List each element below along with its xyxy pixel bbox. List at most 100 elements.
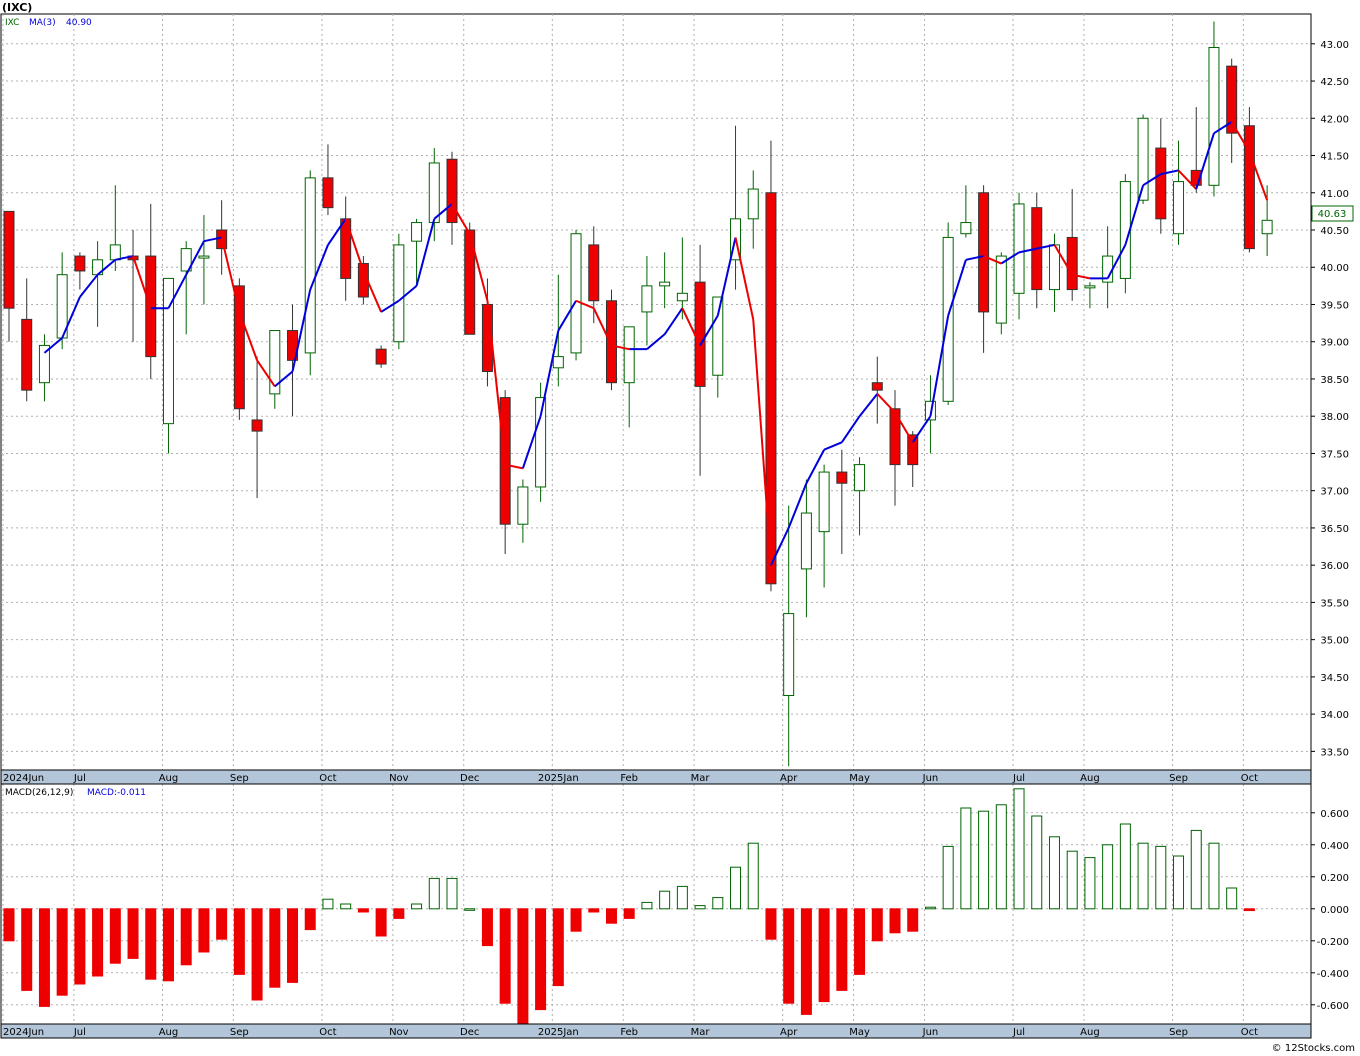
macd-tick-label: -0.600 bbox=[1317, 1001, 1349, 1012]
macd-bar bbox=[818, 908, 830, 1003]
price-tick-label: 41.50 bbox=[1320, 152, 1349, 163]
ma-segment bbox=[256, 359, 276, 387]
macd-bar bbox=[1066, 850, 1078, 910]
macd-bar bbox=[517, 908, 529, 1027]
candle-body bbox=[1084, 285, 1096, 289]
candle-body bbox=[712, 296, 724, 376]
ma-segment bbox=[699, 315, 719, 346]
macd-bar bbox=[1137, 842, 1149, 910]
price-tick-label: 37.50 bbox=[1320, 449, 1349, 460]
macd-x-tick-label: Mar bbox=[691, 1027, 711, 1038]
macd-bar bbox=[1013, 788, 1025, 910]
macd-bar bbox=[21, 908, 33, 991]
candle-body bbox=[304, 177, 316, 354]
macd-bar bbox=[464, 908, 476, 911]
ma-segment bbox=[486, 300, 507, 465]
candle-body bbox=[1173, 181, 1185, 235]
macd-x-tick-label: May bbox=[849, 1027, 870, 1038]
ma-segment bbox=[115, 255, 134, 261]
candle-body bbox=[907, 434, 919, 466]
macd-bar bbox=[1048, 836, 1060, 910]
price-tick-label: 36.00 bbox=[1320, 561, 1349, 572]
macd-bar bbox=[889, 908, 901, 934]
candle-body bbox=[588, 244, 600, 302]
ma-segment bbox=[947, 259, 967, 316]
ma-segment bbox=[521, 415, 542, 469]
candle-body bbox=[605, 300, 617, 384]
macd-tick-label: 0.600 bbox=[1320, 809, 1349, 820]
macd-bar bbox=[251, 908, 263, 1001]
price-tick-label: 38.00 bbox=[1320, 412, 1349, 423]
candle-body bbox=[411, 222, 423, 242]
macd-bar bbox=[978, 810, 990, 910]
ma-segment bbox=[770, 527, 790, 566]
candle-body bbox=[995, 255, 1007, 324]
price-tick-label: 35.00 bbox=[1320, 636, 1349, 647]
macd-bar bbox=[730, 866, 742, 910]
macd-bar bbox=[1173, 855, 1185, 910]
macd-bar bbox=[269, 908, 281, 988]
macd-x-tick-label: Feb bbox=[620, 1027, 638, 1038]
macd-x-tick-label: Apr bbox=[780, 1027, 798, 1038]
price-tick-label: 37.00 bbox=[1320, 487, 1349, 498]
ma-segment bbox=[983, 255, 1002, 265]
price-tick-label: 40.50 bbox=[1320, 226, 1349, 237]
macd-legend-value: MACD:-0.011 bbox=[87, 788, 146, 798]
ma-segment bbox=[79, 274, 99, 298]
candle-body bbox=[1155, 147, 1167, 220]
candle-body bbox=[233, 285, 245, 410]
macd-tick-label: 0.000 bbox=[1320, 905, 1349, 916]
price-x-tick-label: Aug bbox=[1080, 773, 1100, 784]
macd-bar bbox=[56, 908, 68, 996]
candle-body bbox=[1066, 236, 1078, 291]
ma-segment bbox=[132, 255, 152, 309]
macd-bar bbox=[375, 908, 387, 937]
candle-body bbox=[552, 356, 564, 369]
candle-body bbox=[21, 318, 33, 391]
price-tick-label: 36.50 bbox=[1320, 524, 1349, 535]
price-x-tick-label: Feb bbox=[620, 773, 638, 784]
price-legend-ma-label: MA(3) bbox=[29, 18, 56, 28]
price-x-tick-label: Jul bbox=[73, 773, 86, 784]
macd-bar bbox=[393, 908, 405, 919]
macd-bar bbox=[942, 845, 954, 910]
candle-body bbox=[1190, 169, 1202, 186]
macd-bar bbox=[712, 897, 724, 910]
macd-x-tick-label: 2024Jun bbox=[3, 1027, 44, 1038]
candle-body bbox=[747, 188, 759, 220]
macd-bar bbox=[1208, 842, 1220, 910]
ma-segment bbox=[43, 337, 63, 354]
candle-body bbox=[198, 255, 210, 259]
candle-body bbox=[535, 397, 547, 488]
macd-bar bbox=[854, 908, 866, 975]
ma-segment bbox=[398, 285, 418, 302]
ma-segment bbox=[415, 218, 436, 287]
macd-x-tick-label: Nov bbox=[389, 1027, 409, 1038]
macd-bar bbox=[1243, 908, 1255, 912]
macd-bar bbox=[322, 898, 334, 910]
macd-bar bbox=[1190, 829, 1202, 910]
macd-bar bbox=[871, 908, 883, 942]
price-x-tick-label: Jul bbox=[1012, 773, 1025, 784]
candle-body bbox=[765, 192, 777, 585]
ma-segment bbox=[185, 240, 205, 276]
candle-body bbox=[464, 229, 476, 335]
macd-x-tick-label: Jun bbox=[922, 1027, 939, 1038]
macd-bar bbox=[800, 908, 812, 1015]
price-x-tick-label: Oct bbox=[1241, 773, 1258, 784]
macd-bar bbox=[180, 908, 192, 966]
candle-body bbox=[676, 292, 688, 302]
macd-panel-frame bbox=[0, 783, 1312, 1025]
macd-bar bbox=[747, 842, 759, 910]
macd-bar bbox=[1226, 887, 1238, 910]
ma-segment bbox=[929, 315, 950, 417]
candle-body bbox=[393, 244, 405, 343]
candle-body bbox=[1013, 203, 1025, 294]
macd-bar bbox=[960, 807, 972, 910]
macd-bar bbox=[605, 908, 617, 924]
ma-segment bbox=[1248, 151, 1269, 201]
ma-segment bbox=[344, 218, 365, 272]
macd-tick-label: 0.200 bbox=[1320, 873, 1349, 884]
candle-body bbox=[517, 486, 529, 525]
price-x-tick-label: Nov bbox=[389, 773, 409, 784]
